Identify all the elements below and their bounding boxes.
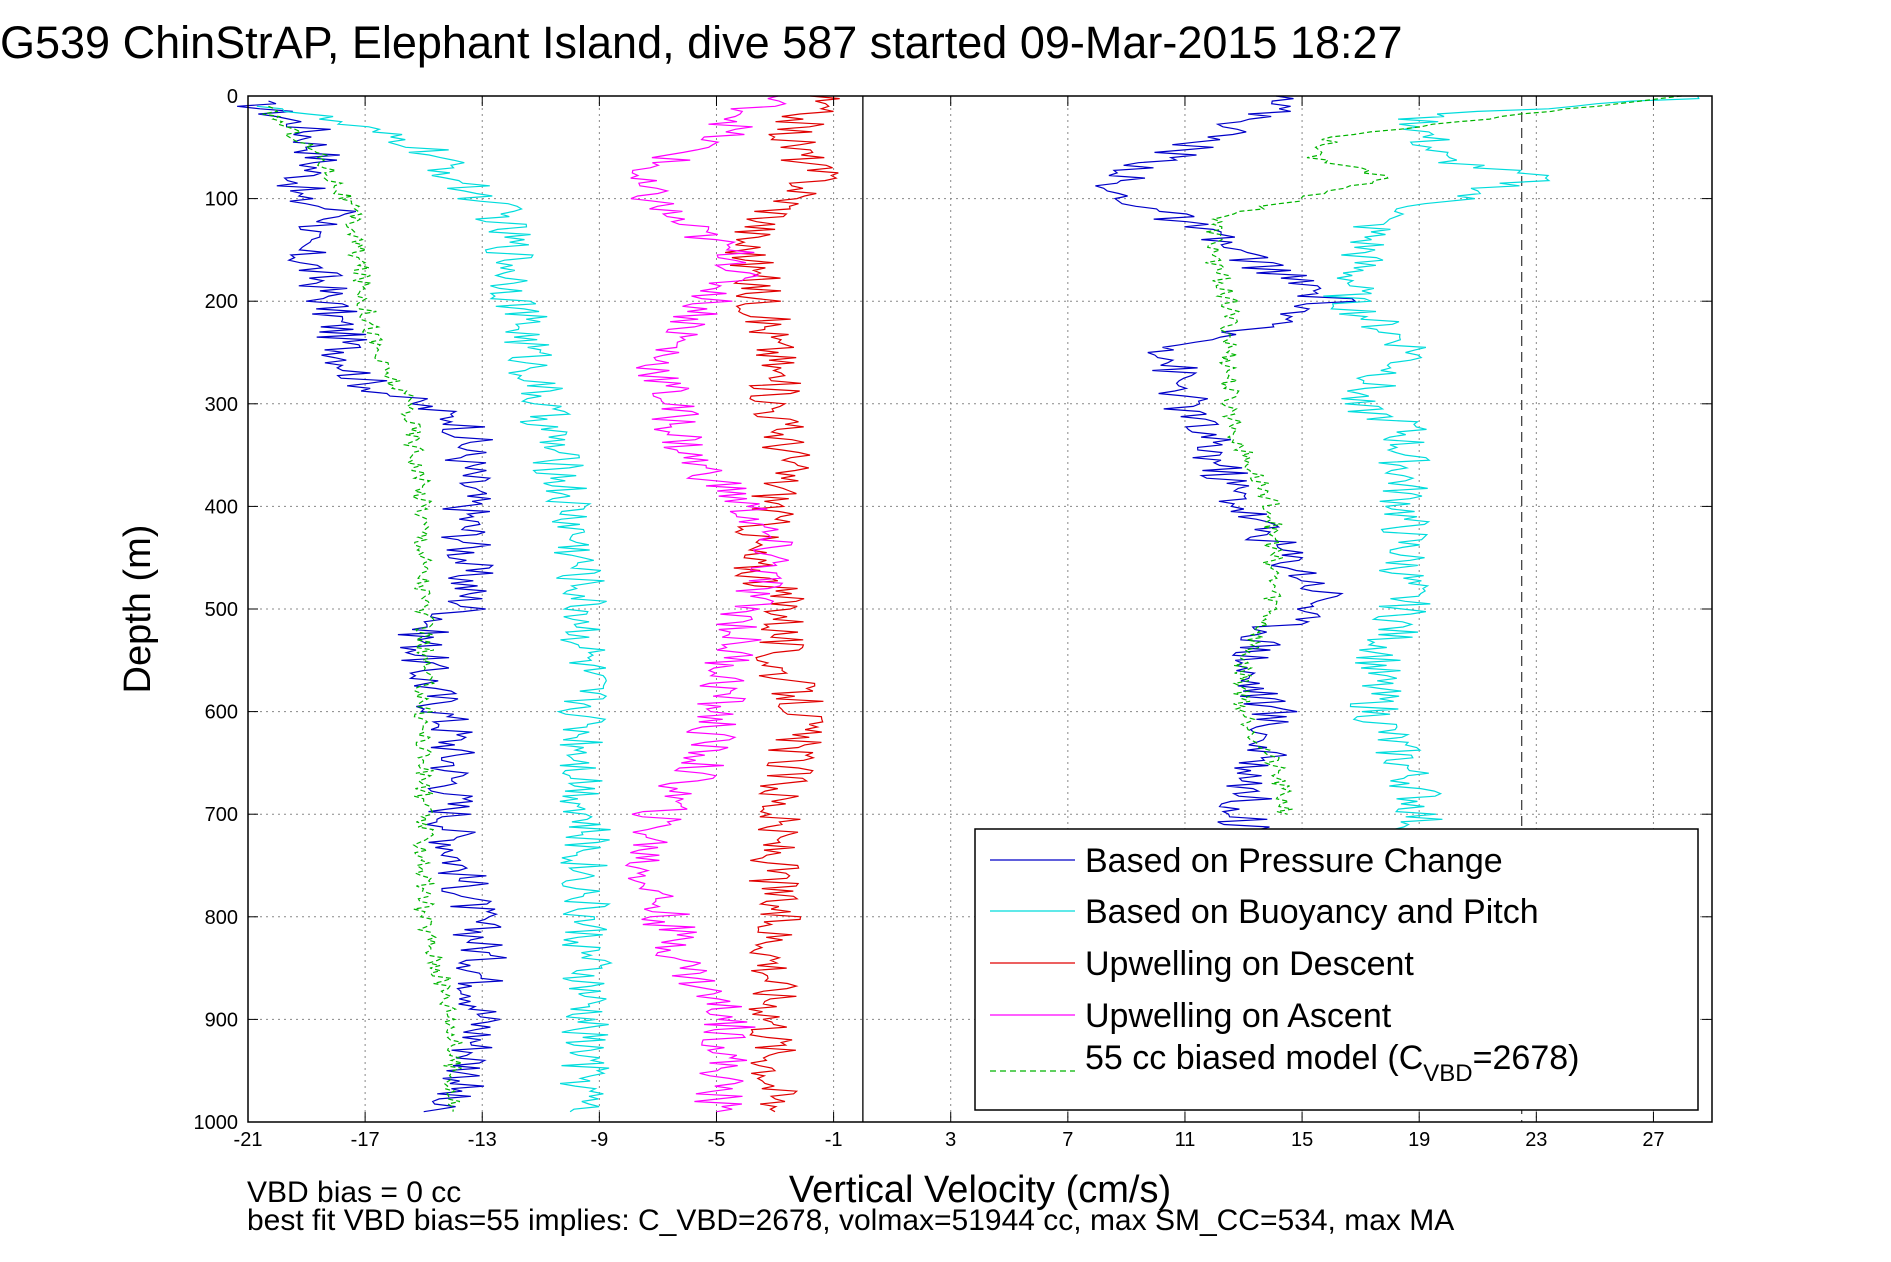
x-tick-label: 27 xyxy=(1642,1129,1664,1151)
x-tick-label: -1 xyxy=(825,1129,843,1151)
x-tick-label: 11 xyxy=(1175,1129,1196,1151)
x-tick-label: 15 xyxy=(1291,1129,1313,1151)
x-tick-label: 19 xyxy=(1408,1129,1430,1151)
series-line-7 xyxy=(1205,95,1682,815)
series-line-6 xyxy=(1323,95,1700,836)
y-tick-label: 900 xyxy=(205,1009,238,1031)
x-tick-label: -5 xyxy=(708,1129,726,1151)
y-tick-label: 1000 xyxy=(194,1112,239,1134)
legend-label: Upwelling on Ascent xyxy=(1085,997,1392,1035)
y-tick-label: 700 xyxy=(205,804,238,826)
y-tick-label: 400 xyxy=(205,496,238,518)
y-tick-label: 200 xyxy=(205,291,238,313)
x-ticks: -21 -17 -13 -9 -5 -1 3 7 11 15 19 23 27 xyxy=(234,96,1665,1151)
series-line-0 xyxy=(237,100,507,1113)
legend-label: Upwelling on Descent xyxy=(1085,945,1414,983)
x-tick-label: 7 xyxy=(1062,1129,1073,1151)
legend-label: Based on Buoyancy and Pitch xyxy=(1085,893,1539,931)
x-tick-label: -17 xyxy=(351,1129,380,1151)
y-tick-label: 500 xyxy=(205,599,238,621)
legend-box xyxy=(974,828,1699,1111)
y-ticks: 0 100 200 300 400 500 600 700 800 900 1000 xyxy=(194,86,1712,1134)
best-fit-annotation: best fit VBD bias=55 implies: C_VBD=2678… xyxy=(247,1204,1454,1237)
y-tick-label: 300 xyxy=(205,394,238,416)
y-tick-label: 800 xyxy=(205,907,238,929)
vbd-bias-annotation: VBD bias = 0 cc xyxy=(247,1176,461,1209)
x-tick-label: 3 xyxy=(945,1129,956,1151)
y-tick-label: 600 xyxy=(205,702,238,724)
series-line-5 xyxy=(1095,95,1357,856)
x-tick-label: -9 xyxy=(590,1129,608,1151)
series-layer xyxy=(237,95,1700,1113)
series-line-1 xyxy=(256,105,613,1113)
x-tick-label: -21 xyxy=(234,1129,263,1151)
series-line-3 xyxy=(624,95,794,1113)
series-line-4 xyxy=(262,105,463,1112)
x-tick-label: -13 xyxy=(468,1129,497,1151)
y-tick-label: 100 xyxy=(205,189,238,211)
legend: Based on Pressure Change Based on Buoyanc… xyxy=(974,828,1699,1111)
chart-title: G539 ChinStrAP, Elephant Island, dive 58… xyxy=(0,17,1403,68)
y-axis-label: Depth (m) xyxy=(117,525,159,694)
x-axis-label: Vertical Velocity (cm/s) xyxy=(789,1169,1171,1211)
legend-label: Based on Pressure Change xyxy=(1085,842,1503,880)
y-tick-label: 0 xyxy=(227,86,238,108)
x-tick-label: 23 xyxy=(1525,1129,1547,1151)
series-line-2 xyxy=(725,95,840,1113)
